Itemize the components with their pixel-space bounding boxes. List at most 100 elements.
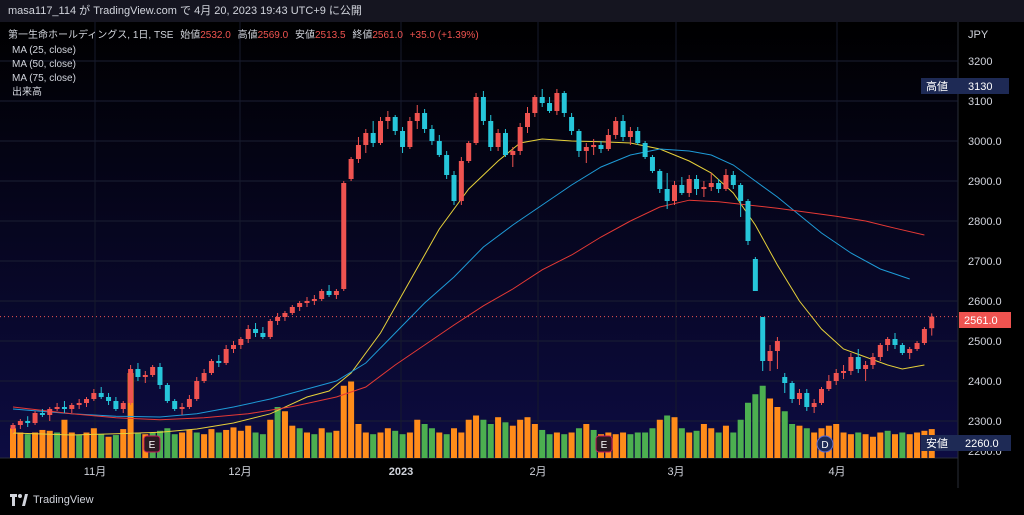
price-tick-label: 2600.0 [968,296,1002,308]
volume-bar [480,419,487,458]
volume-bar [326,432,333,458]
candle [69,403,75,413]
candle [547,97,553,113]
volume-bar [855,432,862,458]
candle [510,147,516,167]
price-tick-label: 3200 [968,56,992,68]
tradingview-brand[interactable]: TradingView [10,494,94,506]
volume-bar [193,432,200,458]
volume-bar [392,430,399,458]
candle [679,177,685,195]
candle [231,341,236,353]
volume-bar [899,432,906,458]
volume-bar [575,428,582,458]
legend-high-label: 高値 [238,28,258,41]
currency-label: JPY [968,29,989,41]
candle [10,423,16,433]
candle [532,95,538,117]
moving-averages [12,138,925,436]
legend-ma75: MA (75, close) [12,73,76,84]
earnings-event-icon[interactable]: E [595,435,613,453]
volume-bar [737,419,744,458]
candle [921,327,927,345]
price-tick-label: 2300.0 [968,416,1002,428]
candle [539,89,545,107]
candle [194,377,200,401]
legend-low-value: 2513.5 [315,30,346,41]
volume-bar [502,422,509,458]
volume-bars [10,373,935,458]
legend-symbol: 第一生命ホールディングス, 1日, TSE [8,28,174,41]
volume-bar [296,428,303,458]
high-badge-value: 3130 [968,81,992,93]
candle [723,169,729,191]
candle [378,117,383,145]
volume-bar [781,411,788,458]
ma25-line [12,138,925,436]
volume-bar [715,432,722,458]
volume-bar [767,398,774,458]
candle [326,285,332,297]
candle [745,199,751,245]
volume-bar [465,419,472,458]
volume-bar [105,436,112,458]
earnings-event-icon[interactable]: E [143,435,161,453]
candle [517,123,523,155]
price-chart[interactable]: 3200 3100 3000.0 2900.0 2800.0 2700.0 2600.0 25… [0,22,1024,488]
candle [826,375,832,391]
candle [289,305,295,315]
candlesticks [0,89,958,433]
candle [561,91,567,117]
volume-bar [833,424,840,458]
candle [113,397,119,411]
low-badge-value: 2260.0 [965,438,999,450]
candle [208,359,214,375]
volume-bar [678,428,685,458]
volume-bar [46,430,53,458]
candle [297,301,303,311]
candle [400,127,406,153]
candle [620,115,626,141]
candle [774,337,780,369]
volume-bar [120,429,127,458]
candle [260,327,266,339]
candle [164,383,170,403]
candle [135,363,141,381]
candle [701,181,707,197]
candle [91,389,97,401]
legend-open-value: 2532.0 [200,30,231,41]
volume-bar [524,417,531,458]
candle [473,93,479,145]
low-badge: 安値 2260.0 [921,435,1011,451]
candle [488,115,494,151]
candle [436,135,442,157]
volume-bar [348,381,355,458]
candle [76,399,82,409]
candle [32,411,38,425]
volume-bar [906,434,913,458]
volume-bar [495,417,502,458]
candle [304,297,310,307]
ma75-line [12,199,925,421]
candle [253,323,259,337]
candle [429,125,435,145]
candle [172,399,178,411]
price-tick-label: 2400.0 [968,376,1002,388]
volume-bar [32,432,39,458]
time-tick-label: 4月 [828,466,845,478]
plot-background [0,22,958,458]
dividend-event-icon[interactable]: D [816,435,834,453]
ma50-line [12,148,910,418]
candle [451,171,457,205]
candle [796,389,802,405]
price-tick-label: 2700.0 [968,256,1002,268]
price-tick-label: 3000.0 [968,136,1002,148]
candle [282,311,288,321]
legend-volume: 出来高 [12,85,42,98]
candle [591,139,597,155]
volume-bar [656,419,663,458]
volume-bar [39,429,46,458]
candle [84,397,89,407]
volume-bar [752,394,759,458]
